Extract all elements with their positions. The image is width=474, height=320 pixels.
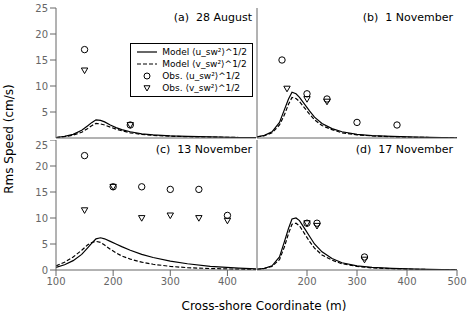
svg-text:300: 300 [347, 276, 366, 287]
svg-text:300: 300 [161, 276, 180, 287]
svg-text:5: 5 [42, 107, 48, 118]
html-text:Model ⟨u_sw²⟩^1/2: Model ⟨u_sw²⟩^1/2 [162, 47, 247, 58]
html-text:(d) 17 November: (d) 17 November [355, 143, 453, 156]
html-text:(c) 13 November: (c) 13 November [155, 143, 252, 156]
svg-text:400: 400 [218, 276, 237, 287]
svg-text:10: 10 [35, 81, 48, 92]
svg-text:100: 100 [46, 276, 65, 287]
html-text:(b) 1 November: (b) 1 November [362, 11, 453, 24]
svg-text:5: 5 [42, 239, 48, 250]
svg-text:20: 20 [35, 29, 48, 40]
svg-text:25: 25 [35, 140, 48, 151]
svg-text:0: 0 [42, 265, 48, 276]
svg-text:500: 500 [447, 276, 466, 287]
html-text:(a) 28 August: (a) 28 August [173, 11, 252, 24]
svg-text:20: 20 [35, 161, 48, 172]
html-text:Model ⟨v_sw²⟩^1/2: Model ⟨v_sw²⟩^1/2 [162, 59, 247, 70]
svg-text:15: 15 [35, 55, 48, 66]
html-text:Obs. ⟨u_sw²⟩^1/2: Obs. ⟨u_sw²⟩^1/2 [162, 71, 241, 82]
svg-text:200: 200 [104, 276, 123, 287]
svg-text:400: 400 [397, 276, 416, 287]
html-text:Cross-shore Coordinate (m): Cross-shore Coordinate (m) [181, 299, 347, 313]
svg-text:25: 25 [35, 3, 48, 14]
html-text:Obs. ⟨v_sw²⟩^1/2: Obs. ⟨v_sw²⟩^1/2 [162, 83, 240, 94]
svg-text:10: 10 [35, 213, 48, 224]
svg-text:15: 15 [35, 187, 48, 198]
html-text:Rms Speed (cm/s): Rms Speed (cm/s) [2, 84, 16, 194]
svg-text:200: 200 [297, 276, 316, 287]
